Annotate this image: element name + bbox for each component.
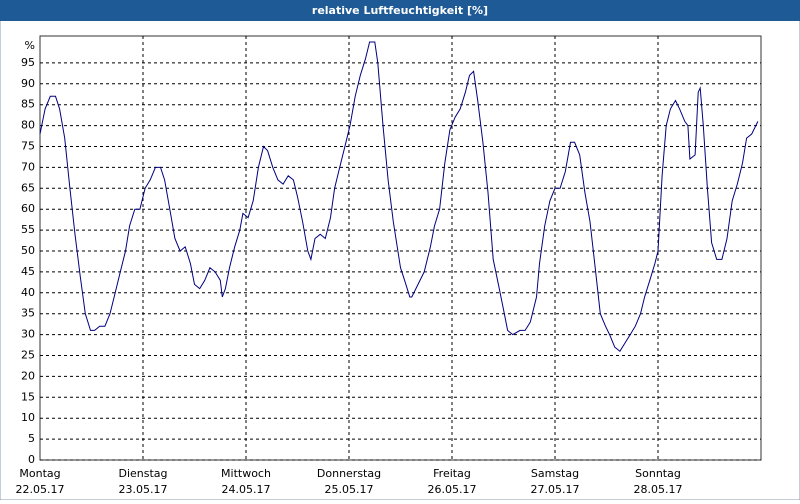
y-tick-label: 5 xyxy=(28,432,35,445)
y-tick-label: 75 xyxy=(21,140,35,153)
y-tick-label: 45 xyxy=(21,265,35,278)
y-tick-label: 85 xyxy=(21,98,35,111)
x-tick-label: Dienstag xyxy=(118,467,167,480)
x-tick-label: Sonntag xyxy=(635,467,681,480)
x-tick-date: 28.05.17 xyxy=(634,483,683,496)
y-tick-label: 55 xyxy=(21,223,35,236)
title-bar xyxy=(0,0,800,21)
y-tick-label: 60 xyxy=(21,202,35,215)
x-tick-label: Samstag xyxy=(531,467,579,480)
x-tick-label: Freitag xyxy=(433,467,471,480)
chart-title: relative Luftfeuchtigkeit [%] xyxy=(312,4,488,17)
line-series xyxy=(39,41,759,353)
x-tick-label: Montag xyxy=(19,467,60,480)
y-tick-label: 50 xyxy=(21,244,35,257)
x-tick-date: 23.05.17 xyxy=(119,483,168,496)
y-tick-label: 0 xyxy=(28,453,35,466)
y-tick-label: 25 xyxy=(21,349,35,362)
x-tick-label: Donnerstag xyxy=(317,467,381,480)
x-tick-date: 27.05.17 xyxy=(531,483,580,496)
y-tick-label: 95 xyxy=(21,56,35,69)
y-tick-label: 65 xyxy=(21,181,35,194)
y-tick-label: 20 xyxy=(21,369,35,382)
y-tick-label: 15 xyxy=(21,390,35,403)
y-tick-label: 70 xyxy=(21,160,35,173)
y-tick-label: 40 xyxy=(21,286,35,299)
y-tick-label: 35 xyxy=(21,307,35,320)
y-axis-label: % xyxy=(25,39,35,52)
x-tick-date: 24.05.17 xyxy=(222,483,271,496)
x-tick-date: 22.05.17 xyxy=(16,483,65,496)
x-tick-label: Mittwoch xyxy=(221,467,271,480)
y-tick-label: 80 xyxy=(21,119,35,132)
y-tick-label: 30 xyxy=(21,328,35,341)
y-tick-label: 90 xyxy=(21,77,35,90)
y-tick-label: 10 xyxy=(21,411,35,424)
x-tick-date: 26.05.17 xyxy=(428,483,477,496)
x-tick-date: 25.05.17 xyxy=(325,483,374,496)
